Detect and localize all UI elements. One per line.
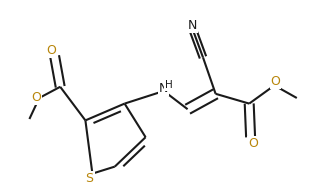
Text: N: N (188, 19, 197, 32)
Text: H: H (165, 80, 173, 90)
Text: O: O (46, 44, 56, 57)
Text: O: O (31, 92, 41, 104)
Text: O: O (248, 137, 258, 150)
Text: N: N (159, 82, 168, 95)
Text: S: S (86, 172, 94, 185)
Text: O: O (270, 75, 281, 88)
